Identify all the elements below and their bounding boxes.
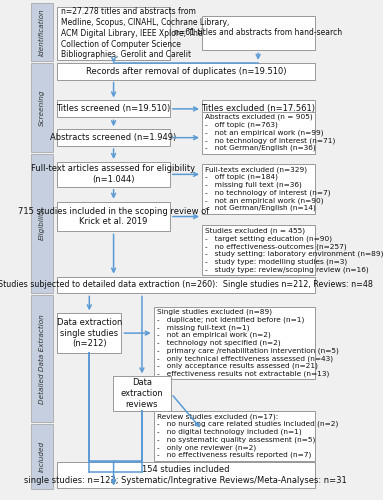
Text: Included: Included xyxy=(39,441,45,472)
Text: 154 studies included
single studies: n=123; Systematic/Integrative Reviews/Meta-: 154 studies included single studies: n=1… xyxy=(25,465,347,485)
Text: Identification: Identification xyxy=(39,8,45,56)
Bar xyxy=(202,112,314,154)
Bar xyxy=(57,162,170,187)
Bar xyxy=(31,424,53,490)
Text: Titles excluded (n=17.561): Titles excluded (n=17.561) xyxy=(201,104,315,114)
Text: Review studies excluded (n=17):
-   no nursing care related studies included (n=: Review studies excluded (n=17): - no nur… xyxy=(157,413,339,459)
Text: Records after removal of duplicates (n=19.510): Records after removal of duplicates (n=1… xyxy=(86,66,286,76)
Text: n=27.278 titles and abstracts from
Medline, Scopus, CINAHL, Cochrane Library,
AC: n=27.278 titles and abstracts from Medli… xyxy=(61,8,229,60)
Text: n=61 titles and abstracts from hand-search: n=61 titles and abstracts from hand-sear… xyxy=(174,28,342,38)
Text: Abstracts excluded (n = 905)
-   off topic (n=763)
-   not an empirical work (n=: Abstracts excluded (n = 905) - off topic… xyxy=(205,114,336,152)
Bar xyxy=(202,16,314,50)
Text: Studies subjected to detailed data extraction (n=260):  Single studies n=212, Re: Studies subjected to detailed data extra… xyxy=(0,280,373,289)
Bar xyxy=(57,202,170,232)
Text: Detailed Data Extraction: Detailed Data Extraction xyxy=(39,314,45,404)
Text: Full-texts excluded (n=329)
-   off topic (n=184)
-   missing full text (n=36)
-: Full-texts excluded (n=329) - off topic … xyxy=(205,166,331,212)
Bar xyxy=(57,462,314,488)
Bar xyxy=(154,411,314,461)
Text: Screening: Screening xyxy=(39,89,45,126)
Text: Titles screened (n=19.510): Titles screened (n=19.510) xyxy=(56,104,170,114)
Text: Abstracts screened (n=1.949): Abstracts screened (n=1.949) xyxy=(50,133,177,142)
Bar xyxy=(31,62,53,152)
Bar xyxy=(57,100,170,117)
Bar xyxy=(57,6,170,60)
Text: Data extraction
single studies
(n=212): Data extraction single studies (n=212) xyxy=(57,318,122,348)
Text: Eligibility: Eligibility xyxy=(39,207,45,240)
Bar xyxy=(113,376,171,411)
Bar xyxy=(154,307,314,379)
Bar xyxy=(57,62,314,80)
Text: Single studies excluded (n=89)
-   duplicate; not identified before (n=1)
-   mi: Single studies excluded (n=89) - duplica… xyxy=(157,308,339,377)
Bar xyxy=(31,3,53,62)
Bar xyxy=(202,164,314,214)
Text: Studies excluded (n = 455)
-   target setting education (n=90)
-   no effectiven: Studies excluded (n = 455) - target sett… xyxy=(205,228,383,273)
Bar xyxy=(202,100,314,117)
Bar xyxy=(57,314,121,353)
Text: Full-text articles assessed for eligibility
(n=1.044): Full-text articles assessed for eligibil… xyxy=(31,164,195,184)
Text: 715 studies included in the scoping review of
Krick et al. 2019: 715 studies included in the scoping revi… xyxy=(18,206,209,227)
Bar xyxy=(57,129,170,146)
Bar xyxy=(202,226,314,275)
Text: Data
extraction
reviews: Data extraction reviews xyxy=(121,378,163,409)
Bar xyxy=(31,295,53,422)
Bar xyxy=(57,276,314,293)
Bar xyxy=(31,154,53,294)
